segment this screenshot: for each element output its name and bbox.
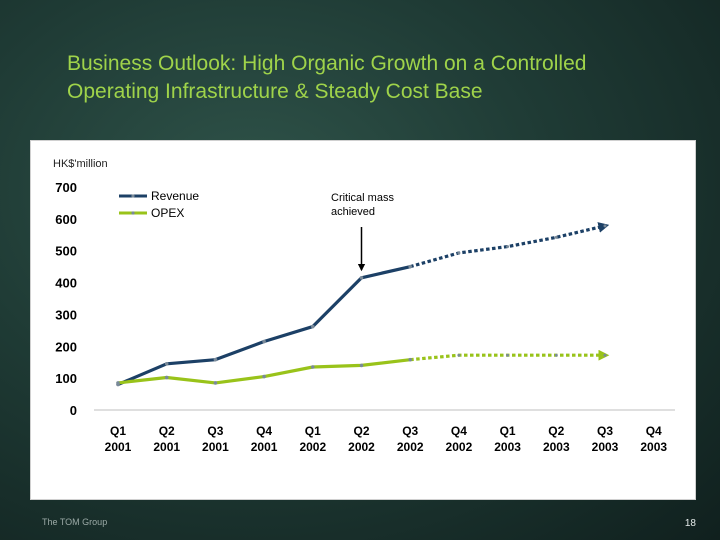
revenue-projection-point xyxy=(457,251,461,255)
y-tick-label: 600 xyxy=(55,212,77,227)
opex-point xyxy=(311,365,315,369)
revenue-projection-point xyxy=(554,235,558,239)
y-tick-label: 200 xyxy=(55,339,77,354)
x-tick-label: Q4 2001 xyxy=(251,424,278,454)
x-tick-quarter: Q4 xyxy=(256,424,272,438)
title-line-2: Operating Infrastructure & Steady Cost B… xyxy=(67,80,483,103)
opex-projection-point xyxy=(457,353,461,357)
x-tick-label: Q3 2001 xyxy=(202,424,229,454)
x-tick-label: Q2 2002 xyxy=(348,424,375,454)
x-tick-year: 2003 xyxy=(494,440,521,454)
x-tick-year: 2002 xyxy=(397,440,424,454)
annotation: Critical mass achieved xyxy=(331,192,394,272)
x-tick-label: Q2 2001 xyxy=(153,424,180,454)
page-number: 18 xyxy=(684,518,696,529)
title-line-1: Business Outlook: High Organic Growth on… xyxy=(67,52,587,75)
opex-projection-point xyxy=(554,353,558,357)
opex-point xyxy=(359,363,364,368)
opex-point xyxy=(262,374,266,379)
x-tick-label: Q4 2003 xyxy=(640,424,667,454)
x-tick-label: Q3 2003 xyxy=(592,424,619,454)
legend: Revenue OPEX xyxy=(119,189,199,220)
legend-opex-marker xyxy=(131,211,135,215)
opex-point xyxy=(213,381,218,385)
revenue-line xyxy=(116,265,412,387)
opex-projection-point xyxy=(506,353,510,357)
x-tick-quarter: Q2 xyxy=(548,424,564,438)
slide-title: Business Outlook: High Organic Growth on… xyxy=(67,50,687,106)
x-tick-quarter: Q3 xyxy=(402,424,418,438)
x-tick-label: Q1 2003 xyxy=(494,424,521,454)
x-tick-year: 2003 xyxy=(592,440,619,454)
y-tick-label: 400 xyxy=(55,276,77,291)
series-points xyxy=(116,224,607,387)
revenue-projection-point xyxy=(506,245,510,249)
x-tick-year: 2001 xyxy=(105,440,132,454)
x-tick-quarter: Q4 xyxy=(646,424,662,438)
x-tick-year: 2002 xyxy=(299,440,326,454)
x-tick-year: 2002 xyxy=(348,440,375,454)
x-tick-year: 2002 xyxy=(446,440,473,454)
y-tick-label: 700 xyxy=(55,180,77,195)
annotation-line-2: achieved xyxy=(331,206,375,218)
y-tick-label: 300 xyxy=(55,307,77,322)
x-tick-quarter: Q4 xyxy=(451,424,467,438)
legend-opex-label: OPEX xyxy=(151,206,184,220)
revenue-point xyxy=(164,362,169,366)
revenue-point xyxy=(262,339,266,344)
revenue-point xyxy=(359,275,364,280)
y-tick-label: 0 xyxy=(70,403,77,418)
revenue-point xyxy=(213,357,218,362)
x-tick-quarter: Q1 xyxy=(305,424,321,438)
x-tick-year: 2001 xyxy=(251,440,278,454)
line-chart: HK$'million 0 100 200 300 400 500 600 700 Q1 200… xyxy=(53,158,675,454)
opex-line xyxy=(116,358,412,385)
x-tick-labels: Q1 2001 Q2 2001 Q3 2001 Q4 2001 Q1 2002 Q2 2002 Q3 20… xyxy=(105,424,668,454)
x-tick-label: Q1 2001 xyxy=(105,424,132,454)
x-tick-quarter: Q3 xyxy=(597,424,613,438)
opex-projection-point xyxy=(603,353,607,357)
opex-point xyxy=(408,357,413,362)
annotation-line-1: Critical mass xyxy=(331,192,394,204)
y-tick-label: 100 xyxy=(55,371,77,386)
legend-revenue-marker xyxy=(131,194,135,198)
x-tick-label: Q4 2002 xyxy=(446,424,473,454)
x-tick-quarter: Q3 xyxy=(207,424,223,438)
opex-point xyxy=(164,375,169,380)
revenue-point xyxy=(311,324,315,329)
x-tick-year: 2001 xyxy=(153,440,180,454)
x-tick-quarter: Q1 xyxy=(110,424,126,438)
y-axis-label: HK$'million xyxy=(53,158,108,170)
x-tick-quarter: Q2 xyxy=(159,424,175,438)
x-tick-year: 2001 xyxy=(202,440,229,454)
x-tick-label: Q3 2002 xyxy=(397,424,424,454)
y-tick-labels: 0 100 200 300 400 500 600 700 xyxy=(55,180,77,418)
revenue-projection-point xyxy=(603,224,607,228)
x-tick-quarter: Q1 xyxy=(500,424,516,438)
revenue-point xyxy=(408,264,413,269)
chart-panel: HK$'million 0 100 200 300 400 500 600 700 Q1 200… xyxy=(30,140,696,500)
footer-brand: The TOM Group xyxy=(42,517,108,527)
y-tick-label: 500 xyxy=(55,244,77,259)
x-tick-year: 2003 xyxy=(640,440,667,454)
legend-revenue-label: Revenue xyxy=(151,189,199,203)
opex-point xyxy=(116,381,120,385)
x-tick-quarter: Q2 xyxy=(353,424,369,438)
x-tick-label: Q1 2002 xyxy=(299,424,326,454)
x-tick-label: Q2 2003 xyxy=(543,424,570,454)
x-tick-year: 2003 xyxy=(543,440,570,454)
